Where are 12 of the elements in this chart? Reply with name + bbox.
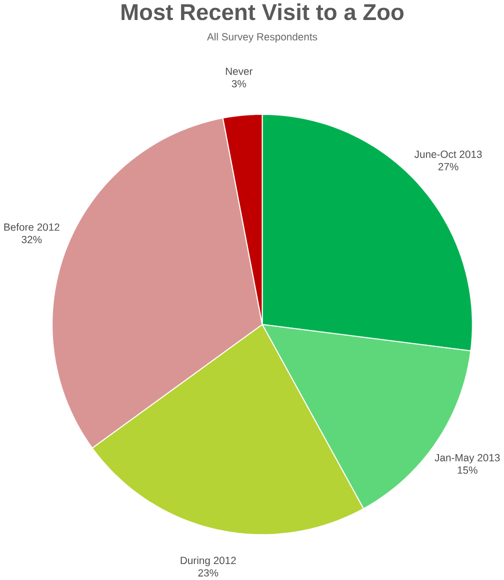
slice-label: Jan-May 2013 [434,454,500,464]
slice-label: Never [226,68,253,75]
slice-label: June-Oct 2013 [414,150,482,158]
chart-subtitle: All Survey Respondents [207,32,318,43]
data-label: 3% [232,80,246,88]
slice-label: Before 2012 [4,223,60,231]
slice-label: During 2012 [180,556,236,566]
data-label: 27% [438,163,458,170]
data-label: 15% [458,466,478,474]
data-label: 23% [198,569,218,577]
data-label: 32% [22,236,42,244]
chart-title: Most Recent Visit to a Zoo [122,3,404,20]
